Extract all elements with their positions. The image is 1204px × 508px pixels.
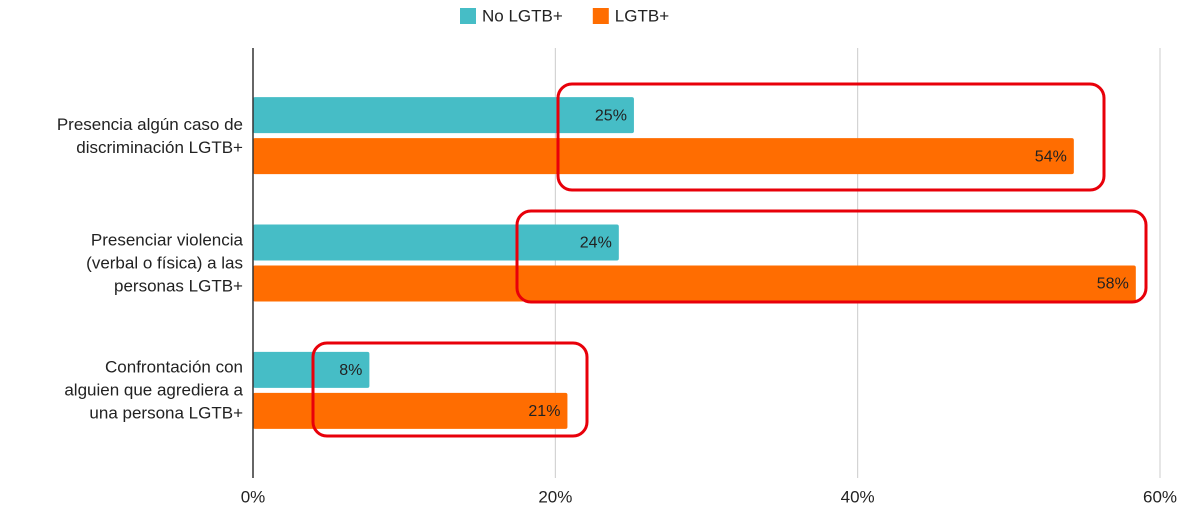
- x-tick-label: 40%: [841, 487, 875, 506]
- y-tick-label: Presenciar violencia (verbal o física) a…: [86, 230, 243, 296]
- x-tick-label: 0%: [241, 487, 266, 506]
- bar: [253, 97, 634, 134]
- x-tick-label: 60%: [1143, 487, 1177, 506]
- data-label: 8%: [339, 362, 362, 379]
- highlight-box: [515, 209, 1148, 304]
- labels: 0% 20% 40% 60% 25% 54% 24% 58% 8% 21% No LGTB+ LGTB…: [241, 6, 1177, 506]
- bars: [253, 97, 1136, 429]
- legend-label: LGTB+: [615, 6, 669, 25]
- y-tick-label: Confrontación con alguien que agrediera …: [64, 357, 243, 423]
- highlight-box: [311, 341, 589, 438]
- data-label: 25%: [595, 107, 627, 124]
- data-label: 58%: [1097, 276, 1129, 293]
- data-label: 24%: [580, 235, 612, 252]
- bar: [253, 351, 370, 388]
- x-tick-label: 20%: [538, 487, 572, 506]
- legend-label: No LGTB+: [482, 6, 563, 25]
- bar: [253, 265, 1136, 302]
- bar: [253, 392, 568, 429]
- legend-swatch: [460, 8, 476, 24]
- bar: [253, 224, 619, 261]
- annotations: [311, 82, 1148, 438]
- data-label: 54%: [1035, 148, 1067, 165]
- bar: [253, 138, 1074, 175]
- data-label: 21%: [528, 403, 560, 420]
- legend-swatch: [592, 8, 609, 24]
- highlight-box: [556, 82, 1106, 192]
- y-tick-label: Presencia algún caso de discriminación L…: [56, 114, 243, 157]
